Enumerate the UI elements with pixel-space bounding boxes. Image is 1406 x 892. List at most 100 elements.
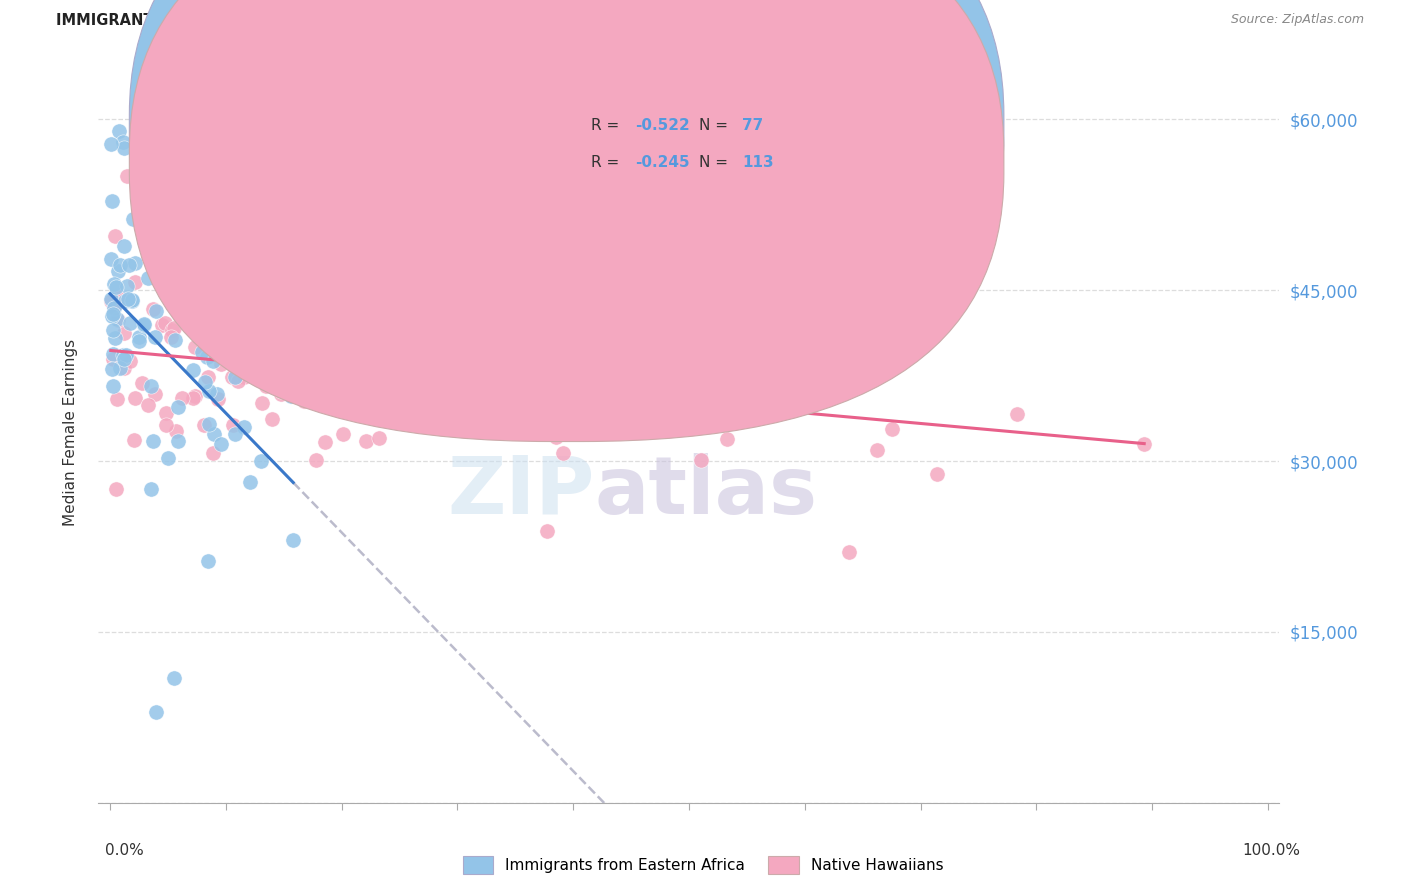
Point xyxy=(114,349,136,363)
Point xyxy=(716,432,738,446)
Point xyxy=(142,434,165,449)
Point xyxy=(124,256,146,270)
Point xyxy=(145,705,167,719)
Point xyxy=(519,323,541,337)
Point xyxy=(302,390,325,404)
Point xyxy=(314,434,336,449)
Point xyxy=(139,146,162,161)
Point xyxy=(112,238,135,252)
Point xyxy=(131,376,153,390)
Point xyxy=(145,303,167,318)
Point xyxy=(209,437,232,451)
Point xyxy=(280,389,302,403)
Point xyxy=(124,391,146,405)
Point xyxy=(202,445,225,459)
Point xyxy=(143,330,166,344)
Point xyxy=(239,275,262,289)
Point xyxy=(159,292,181,306)
Point xyxy=(274,375,297,389)
Point xyxy=(222,358,245,372)
Point xyxy=(287,341,309,355)
Point xyxy=(221,417,243,432)
Point xyxy=(157,278,180,293)
Y-axis label: Median Female Earnings: Median Female Earnings xyxy=(63,339,77,526)
Point xyxy=(280,274,302,288)
Point xyxy=(229,345,252,359)
Point xyxy=(118,316,141,330)
Point xyxy=(536,524,558,538)
Point xyxy=(783,364,806,378)
Point xyxy=(100,293,122,308)
Point xyxy=(713,336,735,351)
Point xyxy=(270,386,292,401)
Text: N =: N = xyxy=(699,155,733,169)
Point xyxy=(117,292,139,306)
Point xyxy=(354,434,377,448)
Point xyxy=(118,258,141,272)
Text: IMMIGRANTS FROM EASTERN AFRICA VS NATIVE HAWAIIAN MEDIAN FEMALE EARNINGS CORRELA: IMMIGRANTS FROM EASTERN AFRICA VS NATIVE… xyxy=(56,13,959,29)
Point xyxy=(197,370,219,384)
Text: 113: 113 xyxy=(742,155,773,169)
Point xyxy=(107,264,129,278)
Point xyxy=(249,453,271,467)
Point xyxy=(283,533,305,547)
Point xyxy=(665,350,688,364)
Point xyxy=(553,446,575,460)
Point xyxy=(104,228,127,243)
Text: R =: R = xyxy=(591,155,624,169)
Point xyxy=(676,366,699,380)
Point xyxy=(121,293,143,307)
Point xyxy=(866,443,889,458)
Point xyxy=(101,347,124,361)
Point xyxy=(195,350,218,364)
Point xyxy=(108,360,131,375)
Point xyxy=(340,334,363,349)
Point xyxy=(122,434,145,448)
Point xyxy=(103,277,125,291)
Point xyxy=(103,379,125,393)
Point xyxy=(628,387,651,401)
Point xyxy=(191,345,214,359)
Point xyxy=(112,326,135,341)
Point xyxy=(136,270,159,285)
Point xyxy=(159,330,181,344)
Point xyxy=(150,318,173,332)
Point xyxy=(139,378,162,392)
Point xyxy=(105,311,128,326)
Point xyxy=(100,252,122,266)
Point xyxy=(181,392,204,406)
Point xyxy=(735,158,758,172)
Point xyxy=(108,124,131,138)
Point xyxy=(245,371,267,385)
Point xyxy=(207,386,229,401)
Point xyxy=(128,334,150,349)
Point xyxy=(193,375,215,389)
Point xyxy=(553,329,575,343)
Text: -0.522: -0.522 xyxy=(636,119,690,133)
Point xyxy=(162,321,184,335)
Point xyxy=(839,353,862,368)
Point xyxy=(350,383,373,397)
Point xyxy=(139,482,162,496)
Point xyxy=(360,368,382,383)
Point xyxy=(101,361,124,376)
Text: -0.245: -0.245 xyxy=(636,155,690,169)
Point xyxy=(202,427,225,442)
Point xyxy=(352,326,374,340)
Point xyxy=(120,354,142,368)
Text: 77: 77 xyxy=(742,119,763,133)
Point xyxy=(208,345,231,359)
Point xyxy=(381,355,404,369)
Point xyxy=(134,317,156,331)
Point xyxy=(115,278,138,293)
Point xyxy=(121,294,143,309)
Point xyxy=(183,340,205,354)
Point xyxy=(250,396,273,410)
Point xyxy=(392,305,415,319)
Point xyxy=(401,383,423,397)
Point xyxy=(190,302,212,317)
Point xyxy=(311,341,333,355)
Point xyxy=(332,426,354,441)
Point xyxy=(104,331,127,345)
Point xyxy=(422,314,444,328)
